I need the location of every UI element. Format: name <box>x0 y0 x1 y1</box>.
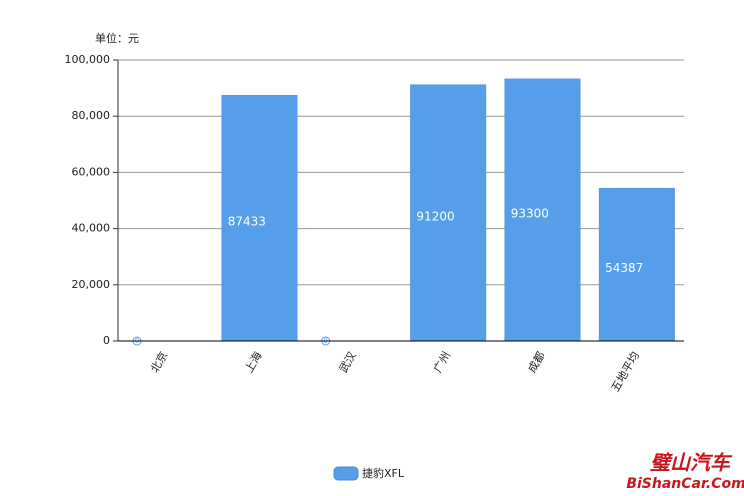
value-label: 87433 <box>228 215 266 229</box>
legend-label: 捷豹XFL <box>362 466 405 480</box>
x-tick-label: 广州 <box>431 350 453 376</box>
x-tick-label: 北京 <box>147 349 170 375</box>
y-tick-label: 60,000 <box>72 165 111 178</box>
x-tick-label: 武汉 <box>337 350 359 376</box>
bar <box>598 187 675 342</box>
y-tick-label: 20,000 <box>72 278 111 291</box>
value-label: 54387 <box>605 261 643 275</box>
value-label: 91200 <box>416 209 454 223</box>
y-tick-label: 40,000 <box>72 222 111 235</box>
y-tick-label: 0 <box>103 334 110 347</box>
y-axis-label: 单位：元 <box>95 31 139 45</box>
bar <box>221 95 298 342</box>
bar <box>410 84 487 342</box>
y-tick-label: 100,000 <box>65 53 111 66</box>
x-tick-label: 五地平均 <box>609 350 642 395</box>
x-tick-label: 上海 <box>242 349 265 375</box>
x-tick-label: 成都 <box>525 350 547 376</box>
legend-swatch <box>333 466 359 481</box>
watermark-site: BiShanCar.Com <box>626 476 744 492</box>
bar <box>504 78 581 342</box>
watermark-name: 璧山汽车 <box>650 451 733 475</box>
y-tick-label: 80,000 <box>72 109 111 122</box>
value-label: 93300 <box>511 206 549 220</box>
